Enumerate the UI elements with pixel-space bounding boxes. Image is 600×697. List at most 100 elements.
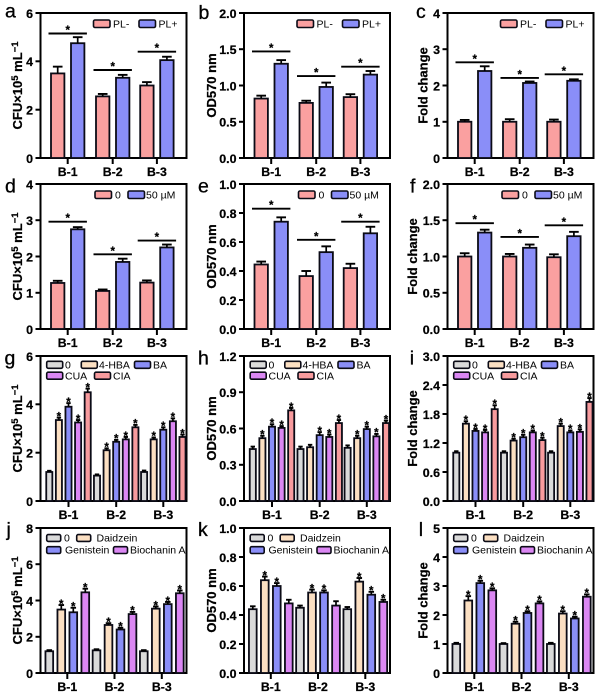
svg-text:2: 2 xyxy=(26,447,33,461)
svg-text:1.0: 1.0 xyxy=(219,522,236,536)
svg-text:4-HBA: 4-HBA xyxy=(506,360,537,372)
svg-text:6: 6 xyxy=(26,7,33,21)
svg-text:0: 0 xyxy=(433,667,440,681)
svg-text:CFU×105 mL−1: CFU×105 mL−1 xyxy=(10,41,25,130)
svg-text:50 µM: 50 µM xyxy=(553,190,582,202)
svg-text:*: * xyxy=(525,605,530,617)
svg-text:3: 3 xyxy=(433,43,440,57)
svg-text:B-3: B-3 xyxy=(153,508,173,522)
svg-text:*: * xyxy=(83,583,88,595)
svg-text:*: * xyxy=(578,423,583,435)
svg-text:0.8: 0.8 xyxy=(219,551,236,565)
svg-text:B-3: B-3 xyxy=(357,508,377,522)
svg-text:*: * xyxy=(464,415,469,427)
svg-text:50 µM: 50 µM xyxy=(146,190,175,202)
svg-text:k: k xyxy=(198,519,208,541)
svg-text:*: * xyxy=(110,62,115,74)
svg-text:B-1: B-1 xyxy=(262,508,282,522)
svg-text:OD570 nm: OD570 nm xyxy=(204,396,219,460)
svg-text:*: * xyxy=(531,424,536,436)
svg-text:*: * xyxy=(537,595,542,607)
svg-text:*: * xyxy=(260,430,265,442)
svg-text:0: 0 xyxy=(26,323,33,337)
svg-text:B-1: B-1 xyxy=(465,336,485,350)
svg-text:BA: BA xyxy=(357,360,371,372)
svg-text:Fold change: Fold change xyxy=(405,390,420,467)
svg-text:6: 6 xyxy=(26,350,33,364)
svg-text:*: * xyxy=(289,402,294,414)
svg-text:0.2: 0.2 xyxy=(219,638,236,652)
svg-text:0: 0 xyxy=(268,533,274,545)
svg-text:*: * xyxy=(133,419,138,431)
svg-text:0.3: 0.3 xyxy=(219,459,236,473)
svg-text:*: * xyxy=(124,431,129,443)
svg-text:*: * xyxy=(540,432,545,444)
svg-text:Biochanin A: Biochanin A xyxy=(130,545,185,557)
svg-text:0: 0 xyxy=(471,533,477,545)
svg-text:d: d xyxy=(5,175,16,197)
svg-text:PL+: PL+ xyxy=(159,19,178,31)
svg-text:*: * xyxy=(472,54,477,66)
svg-text:PL+: PL+ xyxy=(362,19,381,31)
svg-text:B-2: B-2 xyxy=(513,508,533,522)
svg-text:*: * xyxy=(314,68,319,80)
svg-text:*: * xyxy=(478,575,483,587)
svg-text:*: * xyxy=(517,69,522,81)
svg-text:*: * xyxy=(558,418,563,430)
svg-text:3: 3 xyxy=(26,214,33,228)
svg-text:f: f xyxy=(410,176,416,198)
svg-text:*: * xyxy=(587,392,592,404)
svg-text:3.0: 3.0 xyxy=(423,350,440,364)
svg-text:1.8: 1.8 xyxy=(423,408,440,422)
svg-text:*: * xyxy=(513,616,518,628)
svg-text:0: 0 xyxy=(65,360,71,372)
svg-text:0: 0 xyxy=(269,360,275,372)
svg-text:*: * xyxy=(381,594,386,606)
svg-text:1.5: 1.5 xyxy=(219,43,236,57)
svg-text:B-2: B-2 xyxy=(310,508,330,522)
svg-text:OD570 nm: OD570 nm xyxy=(204,568,219,632)
svg-text:*: * xyxy=(65,213,70,225)
svg-text:*: * xyxy=(384,414,389,426)
svg-text:4: 4 xyxy=(26,398,33,412)
svg-text:PL-: PL- xyxy=(317,19,334,31)
svg-text:0.6: 0.6 xyxy=(219,422,236,436)
svg-text:4: 4 xyxy=(433,7,440,21)
svg-text:BA: BA xyxy=(560,360,574,372)
svg-text:*: * xyxy=(269,43,274,55)
svg-text:*: * xyxy=(166,596,171,608)
svg-text:*: * xyxy=(573,611,578,623)
svg-text:4-HBA: 4-HBA xyxy=(303,360,334,372)
svg-text:B-2: B-2 xyxy=(510,165,530,179)
svg-text:*: * xyxy=(270,418,275,430)
svg-text:*: * xyxy=(568,424,573,436)
svg-text:2: 2 xyxy=(433,609,440,623)
svg-text:B-1: B-1 xyxy=(464,680,484,694)
svg-text:Biochanin A: Biochanin A xyxy=(334,545,389,557)
svg-text:OD570 nm: OD570 nm xyxy=(204,53,219,117)
svg-text:*: * xyxy=(310,583,315,595)
svg-text:0.5: 0.5 xyxy=(423,287,440,301)
svg-text:e: e xyxy=(198,175,209,197)
svg-text:Fold change: Fold change xyxy=(416,47,431,124)
svg-text:*: * xyxy=(511,432,516,444)
svg-text:*: * xyxy=(71,602,76,614)
svg-text:j: j xyxy=(6,519,11,541)
svg-text:*: * xyxy=(562,217,567,229)
svg-text:i: i xyxy=(410,348,414,370)
svg-text:Daidzein: Daidzein xyxy=(300,533,341,545)
svg-text:*: * xyxy=(59,599,64,611)
svg-text:*: * xyxy=(161,421,166,433)
svg-text:B-2: B-2 xyxy=(308,680,328,694)
svg-text:6: 6 xyxy=(26,558,33,572)
svg-text:*: * xyxy=(490,582,495,594)
svg-text:B-1: B-1 xyxy=(465,165,485,179)
svg-text:B-3: B-3 xyxy=(147,336,167,350)
svg-text:0: 0 xyxy=(472,360,478,372)
svg-text:Daidzein: Daidzein xyxy=(504,533,545,545)
svg-text:2.0: 2.0 xyxy=(219,7,236,21)
svg-text:50 µM: 50 µM xyxy=(350,190,379,202)
svg-text:*: * xyxy=(57,411,62,423)
svg-text:B-2: B-2 xyxy=(106,508,126,522)
svg-text:0: 0 xyxy=(115,190,121,202)
